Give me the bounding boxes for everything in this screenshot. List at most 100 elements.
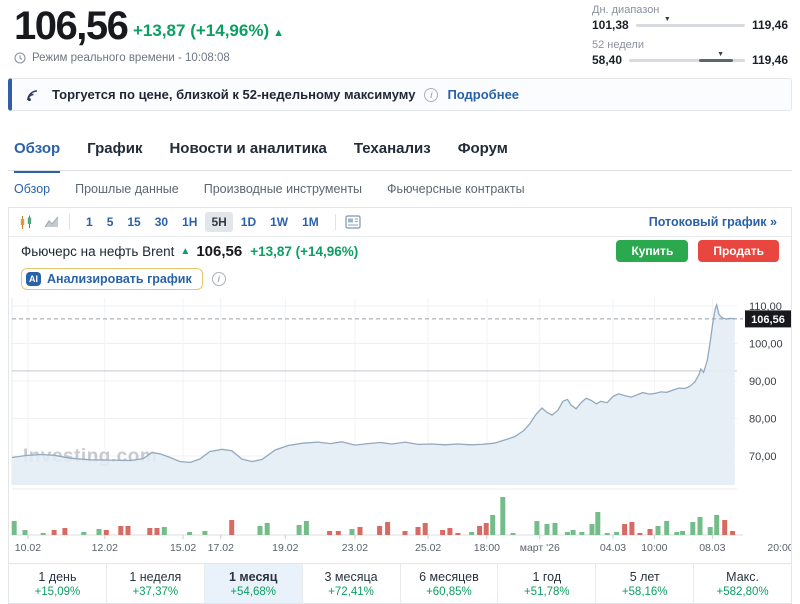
volume-bar	[629, 522, 635, 535]
period-6 месяцев[interactable]: 6 месяцев +60,85%	[401, 564, 499, 603]
main-tabs: Обзор График Новости и аналитика Теханализ Ф…	[14, 140, 508, 173]
timeframe-5[interactable]: 5	[106, 215, 114, 229]
x-tick-label: 20:00	[767, 542, 791, 554]
range-row: 101,38 ▼ 119,46	[592, 16, 788, 33]
tab-Форум[interactable]: Форум	[457, 140, 508, 157]
range-low: 101,38	[592, 18, 629, 32]
volume-bar	[647, 529, 653, 535]
subtab-Обзор[interactable]: Обзор	[14, 182, 51, 196]
volume-bar	[440, 530, 446, 535]
volume-bar	[674, 532, 680, 535]
area-chart-icon[interactable]	[44, 215, 60, 229]
banner-more-link[interactable]: Подробнее	[447, 87, 520, 102]
up-triangle-icon: ▲	[180, 245, 191, 257]
x-tick-label: 23.02	[342, 542, 368, 554]
timeframe-1[interactable]: 1	[86, 215, 93, 229]
volume-bar	[402, 531, 408, 535]
analyze-chart-button[interactable]: AI Анализировать график	[21, 267, 203, 290]
x-tick-label: 04.03	[600, 542, 626, 554]
range-slider[interactable]: ▼	[635, 16, 745, 27]
range-slider[interactable]: ▼	[629, 51, 745, 62]
x-tick-label: 25.02	[415, 542, 441, 554]
timeframe-group: 1 5 15 30 1H 5H 1D 1W 1M	[79, 212, 326, 232]
instrument-price: 106,56	[196, 242, 243, 260]
subtab-Прошлые данные[interactable]: Прошлые данные	[75, 182, 179, 196]
period-1 месяц[interactable]: 1 месяц +54,68%	[204, 564, 303, 603]
sell-button[interactable]: Продать	[698, 240, 779, 262]
volume-bar	[579, 532, 585, 535]
period-value: +60,85%	[426, 585, 472, 598]
volume-bar	[385, 522, 391, 535]
x-tick-label: 10:00	[641, 542, 667, 554]
volume-bar	[564, 532, 570, 535]
volume-bar	[614, 532, 620, 535]
tab-График[interactable]: График	[87, 140, 143, 157]
timeframe-5H[interactable]: 5H	[205, 212, 233, 232]
period-1 год[interactable]: 1 год +51,78%	[498, 564, 597, 603]
y-tick-label: 90,00	[749, 376, 777, 388]
news-panel-icon[interactable]	[345, 215, 361, 229]
sub-tabs: Обзор Прошлые данные Производные инструмен…	[14, 182, 525, 196]
timeframe-1H[interactable]: 1H	[182, 215, 198, 229]
streaming-chart-link[interactable]: Потоковый график »	[648, 215, 777, 229]
y-tick-label: 70,00	[749, 451, 777, 463]
candlestick-icon[interactable]	[19, 215, 34, 230]
range-high: 119,46	[751, 18, 788, 32]
volume-bar	[447, 528, 453, 535]
volume-bar	[96, 529, 102, 535]
x-tick-label: 19.02	[272, 542, 298, 554]
period-value: +37,37%	[132, 585, 179, 598]
volume-bar	[103, 530, 109, 535]
tab-Теханализ[interactable]: Теханализ	[353, 140, 431, 157]
y-tick-label: 100,00	[749, 339, 783, 351]
volume-bar	[125, 526, 131, 535]
period-value: +72,41%	[328, 585, 374, 598]
timeframe-1D[interactable]: 1D	[240, 215, 257, 229]
volume-bar	[187, 532, 193, 535]
volume-bar	[422, 523, 428, 535]
period-performance-strip: 1 день +15,09% 1 неделя +37,37% 1 месяц +54,6…	[9, 563, 791, 603]
x-tick-label: 10.02	[15, 542, 41, 554]
timeframe-1W[interactable]: 1W	[270, 215, 289, 229]
period-label: 1 месяц	[228, 569, 278, 584]
period-5 лет[interactable]: 5 лет +58,16%	[596, 564, 695, 603]
volume-bar	[483, 523, 489, 535]
period-1 день[interactable]: 1 день +15,09%	[9, 564, 107, 603]
timeframe-1M[interactable]: 1M	[302, 215, 319, 229]
buy-button[interactable]: Купить	[616, 240, 689, 262]
volume-bar	[147, 528, 153, 535]
volume-bar	[552, 523, 558, 535]
volume-bar	[415, 527, 421, 535]
tab-Обзор[interactable]: Обзор	[14, 140, 61, 173]
range-high: 119,46	[751, 53, 788, 67]
range-marker-icon: ▼	[717, 50, 725, 58]
info-circle-icon[interactable]: i	[211, 271, 226, 286]
current-price-tag-label: 106,56	[751, 314, 785, 326]
subtab-Производные инструменты[interactable]: Производные инструменты	[203, 182, 363, 196]
tab-Новости и аналитика[interactable]: Новости и аналитика	[169, 140, 327, 157]
volume-bar	[570, 530, 576, 535]
period-1 неделя[interactable]: 1 неделя +37,37%	[107, 564, 205, 603]
range-slider-segment	[698, 58, 734, 62]
range-row: 58,40 ▼ 119,46	[592, 51, 788, 68]
period-Макс.[interactable]: Макс. +582,80%	[694, 564, 791, 603]
volume-bar	[118, 526, 124, 535]
volume-bar	[722, 520, 728, 535]
period-label: 6 месяцев	[419, 569, 479, 584]
volume-bar	[335, 531, 341, 535]
volume-bar	[257, 526, 263, 535]
period-label: 1 неделя	[129, 569, 182, 584]
info-circle-icon[interactable]: i	[424, 87, 439, 102]
range-label: 52 недели	[592, 39, 644, 51]
current-price-tag	[745, 310, 791, 328]
up-triangle-icon: ▲	[273, 27, 284, 39]
volume-bar	[327, 531, 333, 535]
subtab-Фьючерсные контракты[interactable]: Фьючерсные контракты	[387, 182, 525, 196]
timeframe-30[interactable]: 30	[154, 215, 169, 229]
timeframe-15[interactable]: 15	[127, 215, 141, 229]
volume-bar	[51, 530, 57, 535]
volume-bar	[595, 512, 601, 535]
period-3 месяца[interactable]: 3 месяца +72,41%	[303, 564, 401, 603]
x-tick-label: 17.02	[208, 542, 234, 554]
